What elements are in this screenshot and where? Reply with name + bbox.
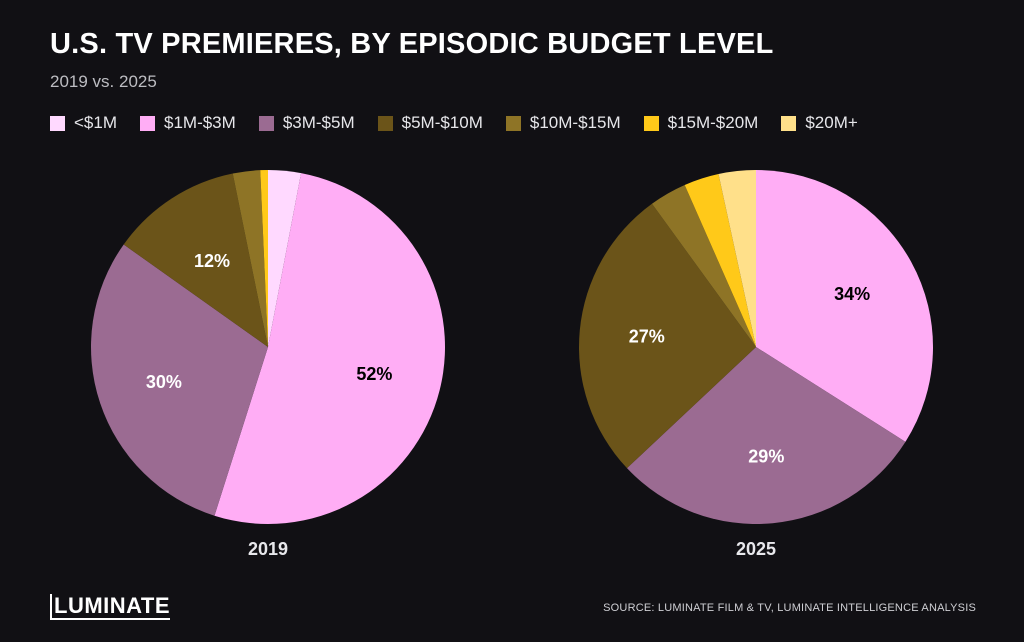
data-label: 27% <box>629 327 665 347</box>
legend-label: <$1M <box>74 113 117 132</box>
legend-swatch <box>140 115 155 131</box>
pie-2019: 52% 30% 12% <box>90 170 446 525</box>
legend-swatch <box>50 115 65 131</box>
chart-title: U.S. TV PREMIERES, BY EPISODIC BUDGET LE… <box>50 28 774 60</box>
source-note: SOURCE: LUMINATE FILM & TV, LUMINATE INT… <box>603 602 976 614</box>
data-label: 34% <box>834 284 870 304</box>
legend-label: $15M-$20M <box>667 113 759 132</box>
data-label: 52% <box>356 364 392 384</box>
pie-slice <box>626 347 906 524</box>
legend-label: $1M-$3M <box>164 113 236 132</box>
data-label: 29% <box>748 446 784 466</box>
legend-swatch <box>781 115 797 131</box>
chart-subtitle: 2019 vs. 2025 <box>50 72 157 91</box>
legend-label: $3M-$5M <box>282 113 355 132</box>
pie-slice <box>684 174 756 347</box>
pie-slice <box>651 185 756 347</box>
pie-slice <box>232 170 268 347</box>
legend-label: $5M-$10M <box>401 113 483 132</box>
legend-label: $20M+ <box>805 113 858 132</box>
legend: <$1M $1M-$3M $3M-$5M $5M-$10M $10M-$15M $15M-… <box>50 113 881 133</box>
pie-slice <box>756 170 933 442</box>
pie-slice <box>579 203 756 469</box>
pie-slice <box>260 170 268 347</box>
legend-swatch <box>377 115 393 131</box>
legend-label: $10M-$15M <box>529 113 621 132</box>
legend-swatch <box>643 115 659 131</box>
pie-slice <box>214 173 446 525</box>
legend-item: $3M-$5M <box>258 113 355 133</box>
legend-item: $5M-$10M <box>377 113 483 133</box>
legend-item: $10M-$15M <box>505 113 621 133</box>
data-label: 12% <box>194 251 230 271</box>
legend-swatch <box>505 115 521 131</box>
data-label: 30% <box>146 372 182 392</box>
pie-slice <box>268 170 302 347</box>
pie-label-2019: 2019 <box>247 539 289 559</box>
legend-swatch <box>258 115 274 131</box>
pie-slice <box>123 173 268 347</box>
pie-slice <box>718 170 756 347</box>
legend-item: <$1M <box>50 113 117 133</box>
legend-item: $15M-$20M <box>643 113 759 133</box>
luminate-logo: LUMINATE <box>50 594 171 620</box>
pie-slice <box>90 244 269 516</box>
pie-2025: 34% 29% 27% <box>579 170 933 524</box>
legend-item: $1M-$3M <box>140 113 236 133</box>
legend-item: $20M+ <box>781 113 858 133</box>
pie-label-2025: 2025 <box>735 539 777 559</box>
